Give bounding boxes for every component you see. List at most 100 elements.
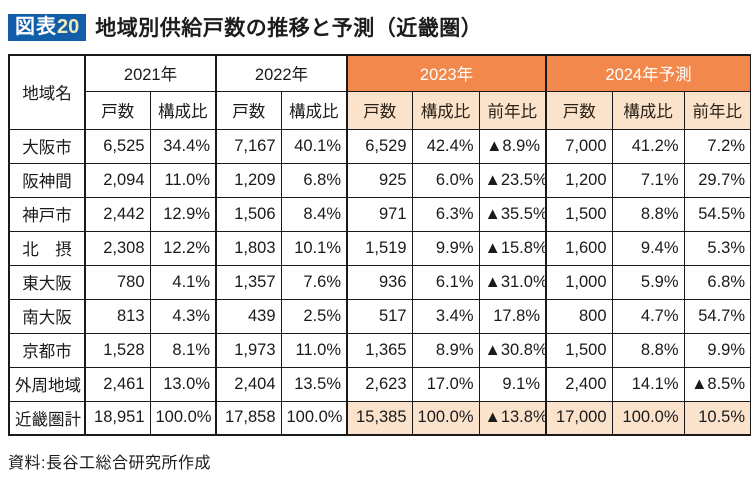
cell-value: 100.0% bbox=[611, 400, 685, 436]
cell-value: 517 bbox=[346, 298, 413, 334]
cell-value: 1,500 bbox=[545, 332, 613, 368]
cell-value: 100.0% bbox=[280, 400, 348, 436]
cell-value: 7.2% bbox=[683, 128, 751, 164]
header-year-2021: 2021年 bbox=[84, 54, 217, 92]
cell-value: 29.7% bbox=[683, 162, 751, 198]
cell-value: 6.0% bbox=[411, 162, 480, 198]
header-year-2023: 2023年 bbox=[345, 54, 547, 92]
region-label: 北 摂 bbox=[8, 230, 86, 266]
cell-value: 17.0% bbox=[411, 366, 480, 402]
region-label: 京都市 bbox=[8, 332, 86, 368]
cell-value: 100.0% bbox=[411, 400, 480, 436]
cell-value: 8.8% bbox=[611, 196, 685, 232]
cell-value: 1,357 bbox=[215, 264, 282, 300]
cell-value: 1,200 bbox=[545, 162, 613, 198]
cell-value: ▲31.0% bbox=[478, 264, 547, 300]
cell-value: 780 bbox=[84, 264, 151, 300]
cell-value: 2,623 bbox=[346, 366, 413, 402]
cell-value: 12.2% bbox=[149, 230, 217, 266]
table-row: 京都市 1,528 8.1% 1,973 11.0% 1,365 8.9% ▲30.8% 1,5… bbox=[8, 332, 751, 368]
cell-value: 6.8% bbox=[280, 162, 348, 198]
table-body: 大阪市 6,525 34.4% 7,167 40.1% 6,529 42.4% ▲8.9% 7,… bbox=[8, 128, 751, 436]
cell-value: 1,000 bbox=[545, 264, 613, 300]
cell-value: 5.3% bbox=[683, 230, 751, 266]
cell-value: ▲23.5% bbox=[478, 162, 547, 198]
cell-value: 1,519 bbox=[346, 230, 413, 266]
cell-value: 8.4% bbox=[280, 196, 348, 232]
cell-value: 9.4% bbox=[611, 230, 685, 266]
cell-value: 15,385 bbox=[346, 400, 413, 436]
cell-value: 41.2% bbox=[611, 128, 685, 164]
header-2021-units: 戸数 bbox=[84, 90, 151, 130]
cell-value: 6,525 bbox=[84, 128, 151, 164]
cell-value: ▲13.8% bbox=[478, 400, 547, 436]
cell-value: 2.5% bbox=[280, 298, 348, 334]
cell-value: 54.5% bbox=[683, 196, 751, 232]
header-2024-yoy: 前年比 bbox=[683, 90, 751, 130]
cell-value: ▲30.8% bbox=[478, 332, 547, 368]
cell-value: 13.5% bbox=[280, 366, 348, 402]
header-2022-units: 戸数 bbox=[215, 90, 282, 130]
header-2023-share: 構成比 bbox=[411, 90, 480, 130]
cell-value: 2,461 bbox=[84, 366, 151, 402]
source-note: 資料:長谷工総合研究所作成 bbox=[8, 455, 211, 472]
badge-number: 20 bbox=[57, 15, 80, 38]
cell-value: 2,400 bbox=[545, 366, 613, 402]
cell-value: 1,803 bbox=[215, 230, 282, 266]
table-header: 地域名 2021年 2022年 2023年 2024年予測 戸数 構成比 戸数 … bbox=[8, 54, 751, 130]
cell-value: 10.1% bbox=[280, 230, 348, 266]
table-row: 東大阪 780 4.1% 1,357 7.6% 936 6.1% ▲31.0% 1,000 5.9… bbox=[8, 264, 751, 300]
cell-value: 11.0% bbox=[280, 332, 348, 368]
cell-value: 17,858 bbox=[215, 400, 282, 436]
cell-value: 4.1% bbox=[149, 264, 217, 300]
figure-header: 図表 20 地域別供給戸数の推移と予測（近畿圏） bbox=[8, 10, 744, 44]
cell-value: 2,094 bbox=[84, 162, 151, 198]
cell-value: 936 bbox=[346, 264, 413, 300]
figure-badge: 図表 20 bbox=[8, 13, 87, 41]
region-label: 南大阪 bbox=[8, 298, 86, 334]
cell-value: 14.1% bbox=[611, 366, 685, 402]
table-row: 北 摂 2,308 12.2% 1,803 10.1% 1,519 9.9% ▲15.8% 1,… bbox=[8, 230, 751, 266]
cell-value: 40.1% bbox=[280, 128, 348, 164]
cell-value: 17.8% bbox=[478, 298, 547, 334]
cell-value: 971 bbox=[346, 196, 413, 232]
cell-value: 18,951 bbox=[84, 400, 151, 436]
cell-value: 100.0% bbox=[149, 400, 217, 436]
cell-value: 7.1% bbox=[611, 162, 685, 198]
cell-value: 13.0% bbox=[149, 366, 217, 402]
cell-value: 54.7% bbox=[683, 298, 751, 334]
cell-value: 6.1% bbox=[411, 264, 480, 300]
table-row-total: 近畿圏計 18,951 100.0% 17,858 100.0% 15,385 100.0%… bbox=[8, 400, 751, 436]
cell-value: 7,000 bbox=[545, 128, 613, 164]
cell-value: 6.3% bbox=[411, 196, 480, 232]
cell-value: 34.4% bbox=[149, 128, 217, 164]
cell-value: 7,167 bbox=[215, 128, 282, 164]
cell-value: 9.9% bbox=[683, 332, 751, 368]
cell-value: 10.5% bbox=[683, 400, 751, 436]
cell-value: 17,000 bbox=[545, 400, 613, 436]
cell-value: 800 bbox=[545, 298, 613, 334]
cell-value: 925 bbox=[346, 162, 413, 198]
cell-value: 1,600 bbox=[545, 230, 613, 266]
cell-value: 8.1% bbox=[149, 332, 217, 368]
cell-value: 9.9% bbox=[411, 230, 480, 266]
cell-value: 4.7% bbox=[611, 298, 685, 334]
region-label: 神戸市 bbox=[8, 196, 86, 232]
cell-value: 11.0% bbox=[149, 162, 217, 198]
cell-value: ▲8.5% bbox=[683, 366, 751, 402]
header-region: 地域名 bbox=[8, 54, 86, 130]
cell-value: 42.4% bbox=[411, 128, 480, 164]
cell-value: 4.3% bbox=[149, 298, 217, 334]
cell-value: 7.6% bbox=[280, 264, 348, 300]
cell-value: 9.1% bbox=[478, 366, 547, 402]
badge-prefix: 図表 bbox=[15, 15, 57, 38]
cell-value: 1,500 bbox=[545, 196, 613, 232]
header-2021-share: 構成比 bbox=[149, 90, 217, 130]
header-2024-share: 構成比 bbox=[611, 90, 685, 130]
region-label: 東大阪 bbox=[8, 264, 86, 300]
region-label: 外周地域 bbox=[8, 366, 86, 402]
cell-value: ▲8.9% bbox=[478, 128, 547, 164]
table-row: 大阪市 6,525 34.4% 7,167 40.1% 6,529 42.4% ▲8.9% 7,… bbox=[8, 128, 751, 164]
cell-value: 2,308 bbox=[84, 230, 151, 266]
